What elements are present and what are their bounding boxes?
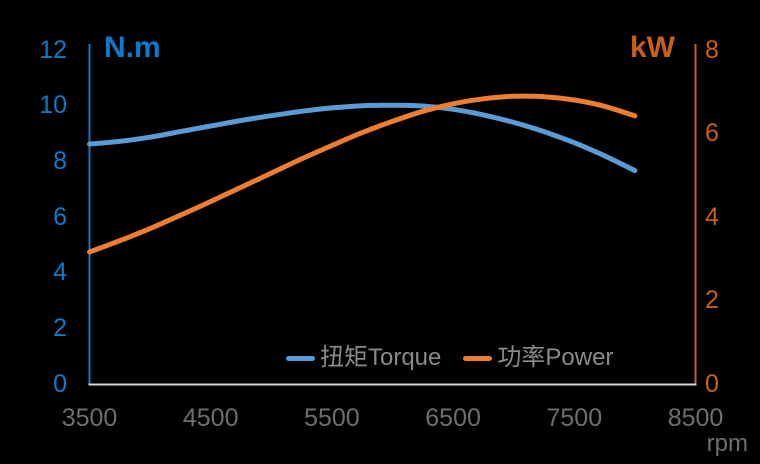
legend-item-torque: 扭矩Torque xyxy=(286,344,441,372)
legend: 扭矩Torque 功率Power xyxy=(286,344,613,372)
right-axis-title: kW xyxy=(630,31,675,64)
legend-item-power: 功率Power xyxy=(463,344,613,372)
torque-legend-label: 扭矩Torque xyxy=(320,344,442,371)
power-legend-line-icon xyxy=(463,355,493,361)
torque-legend-line-icon xyxy=(286,355,315,361)
power-curve xyxy=(87,93,638,255)
power-legend-label: 功率Power xyxy=(497,344,614,371)
torque-curve xyxy=(87,102,638,174)
x-axis-unit-label: rpm xyxy=(706,430,748,457)
left-axis-title: N.m xyxy=(104,31,161,64)
